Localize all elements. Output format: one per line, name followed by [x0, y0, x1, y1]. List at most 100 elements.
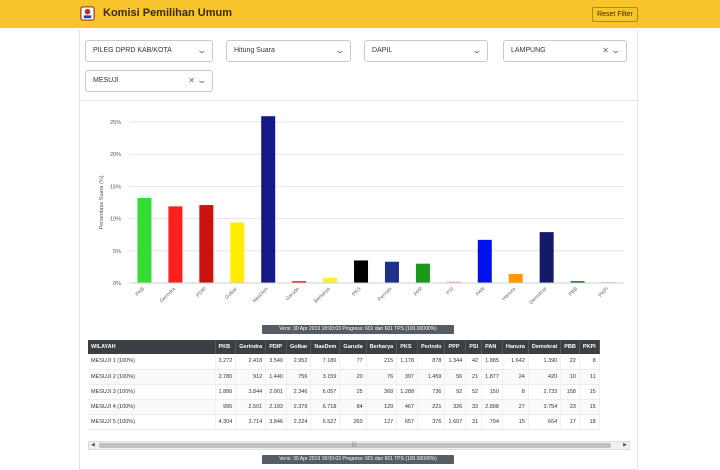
column-header-wilayah[interactable]: WILAYAH: [88, 340, 216, 354]
regency-select[interactable]: MESUJI ✕ ⌄: [85, 70, 213, 92]
kpu-logo-icon: [80, 6, 95, 21]
vote-cell: 1.877: [481, 369, 503, 385]
x-tick-label: Demokrat: [528, 286, 548, 306]
vote-cell: 129: [366, 399, 398, 415]
table-row: MESUJI 1 (100%) 3.272 2.418 3.540 2.952 7.186…: [88, 354, 600, 370]
bar-nasdem: [261, 116, 276, 283]
vote-cell: 84: [339, 399, 367, 415]
vote-cell: 3.159: [310, 369, 341, 385]
vote-cell: 2.379: [286, 399, 312, 415]
column-header-gerindra[interactable]: Gerindra: [235, 340, 267, 354]
vote-cell: 3.714: [235, 414, 267, 430]
column-header-hanura[interactable]: Hanura: [502, 340, 529, 354]
vote-cell: 17: [560, 414, 580, 430]
vote-cell: 2.224: [286, 414, 312, 430]
province-select[interactable]: LAMPUNG ✕ ⌄: [503, 40, 627, 62]
x-tick-label: Golkar: [224, 286, 239, 301]
vote-cell: 15: [579, 384, 600, 400]
vote-cell: 376: [417, 414, 446, 430]
vote-cell: 2.193: [265, 399, 287, 415]
region-cell: MESUJI 5 (100%): [88, 414, 216, 430]
results-table-container: WILAYAH PKB Gerindra PDIP Golkar NasDem Garuda…: [88, 340, 630, 440]
filters-divider: [79, 100, 638, 101]
column-header-pkb[interactable]: PKB: [215, 340, 237, 354]
vote-cell: 11: [579, 369, 600, 385]
election-type-select[interactable]: PILEG DPRD KAB/KOTA ⌄: [85, 40, 213, 62]
scrollbar-thumb[interactable]: [99, 443, 611, 448]
y-tick-label: 20%: [110, 152, 121, 158]
vote-cell: 20: [339, 369, 367, 385]
vote-cell: 4.304: [215, 414, 237, 430]
x-tick-label: Perindo: [377, 286, 394, 303]
column-header-pkpi[interactable]: PKPI: [579, 340, 600, 354]
bar-hanura: [508, 273, 523, 283]
y-tick-label: 5%: [113, 249, 121, 255]
column-header-pbb[interactable]: PBB: [560, 340, 580, 354]
vote-cell: 18: [579, 414, 600, 430]
column-header-nasdem[interactable]: NasDem: [310, 340, 341, 354]
y-tick-label: 10%: [110, 217, 121, 223]
vote-cell: 127: [366, 414, 398, 430]
results-table: WILAYAH PKB Gerindra PDIP Golkar NasDem Garuda…: [88, 340, 600, 430]
column-header-pdip[interactable]: PDIP: [265, 340, 287, 354]
column-header-psi[interactable]: PSI: [465, 340, 483, 354]
top-bar: Komisi Pemilihan Umum Reset Filter: [0, 0, 720, 28]
region-cell: MESUJI 3 (100%): [88, 384, 216, 400]
vote-cell: 1.459: [417, 369, 446, 385]
column-header-berkarya[interactable]: Berkarya: [366, 340, 398, 354]
table-row: MESUJI 5 (100%) 4.304 3.714 3.846 2.224 6.527…: [88, 414, 600, 430]
column-header-golkar[interactable]: Golkar: [286, 340, 312, 354]
bar-golkar: [230, 222, 245, 283]
column-header-garuda[interactable]: Garuda: [339, 340, 367, 354]
x-tick-label: PPP: [413, 286, 425, 298]
reset-filter-button[interactable]: Reset Filter: [592, 7, 638, 22]
close-icon[interactable]: ✕: [188, 76, 195, 85]
close-icon[interactable]: ✕: [602, 46, 609, 55]
vote-cell: 368: [366, 384, 398, 400]
count-type-select[interactable]: Hitung Suara ⌄: [226, 40, 351, 62]
y-tick-label: 15%: [110, 184, 121, 190]
vote-cell: 756: [286, 369, 312, 385]
count-type-value: Hitung Suara: [234, 47, 275, 54]
vote-cell: 33: [465, 399, 483, 415]
column-header-ppp[interactable]: PPP: [444, 340, 467, 354]
bar-berkarya: [323, 277, 338, 283]
vote-cell: 8: [502, 384, 529, 400]
vote-cell: 8: [579, 354, 600, 370]
scroll-left-icon[interactable]: ◀: [91, 442, 95, 448]
x-tick-label: Garuda: [285, 286, 301, 302]
bar-pdip: [199, 205, 214, 283]
vote-cell: 2.952: [286, 354, 312, 370]
bar-garuda: [292, 281, 307, 283]
vote-cell: 56: [444, 369, 467, 385]
vote-cell: 326: [444, 399, 467, 415]
dapil-value: DAPIL: [372, 47, 393, 54]
chevron-down-icon: ⌄: [196, 75, 208, 85]
scrollbar-grip-icon: |||: [352, 442, 356, 448]
column-header-pks[interactable]: PKS: [396, 340, 418, 354]
x-tick-label: PAN: [475, 286, 487, 298]
column-header-perindo[interactable]: Perindo: [417, 340, 446, 354]
vote-cell: 42: [465, 354, 483, 370]
scroll-right-icon[interactable]: ▶: [623, 442, 627, 448]
election-type-value: PILEG DPRD KAB/KOTA: [93, 47, 172, 54]
vote-cell: 1.288: [396, 384, 418, 400]
chevron-down-icon: ⌄: [610, 45, 622, 55]
vote-cell: 736: [417, 384, 446, 400]
dapil-select[interactable]: DAPIL ⌄: [364, 40, 488, 62]
province-value: LAMPUNG: [511, 47, 546, 54]
x-tick-label: PDIP: [195, 286, 208, 299]
regency-value: MESUJI: [93, 77, 119, 84]
bar-perindo: [384, 261, 399, 283]
app-title: Komisi Pemilihan Umum: [103, 7, 232, 19]
x-tick-label: Gerindra: [159, 286, 177, 304]
region-cell: MESUJI 2 (100%): [88, 369, 216, 385]
horizontal-scrollbar[interactable]: ◀ ||| ▶: [88, 441, 630, 450]
column-header-pan[interactable]: PAN: [481, 340, 503, 354]
bar-pbb: [570, 281, 585, 283]
column-header-demokrat[interactable]: Demokrat: [528, 340, 562, 354]
vote-cell: 3.844: [235, 384, 267, 400]
vote-cell: 1.178: [396, 354, 418, 370]
bar-pkb: [137, 197, 152, 283]
region-cell: MESUJI 4 (100%): [88, 399, 216, 415]
